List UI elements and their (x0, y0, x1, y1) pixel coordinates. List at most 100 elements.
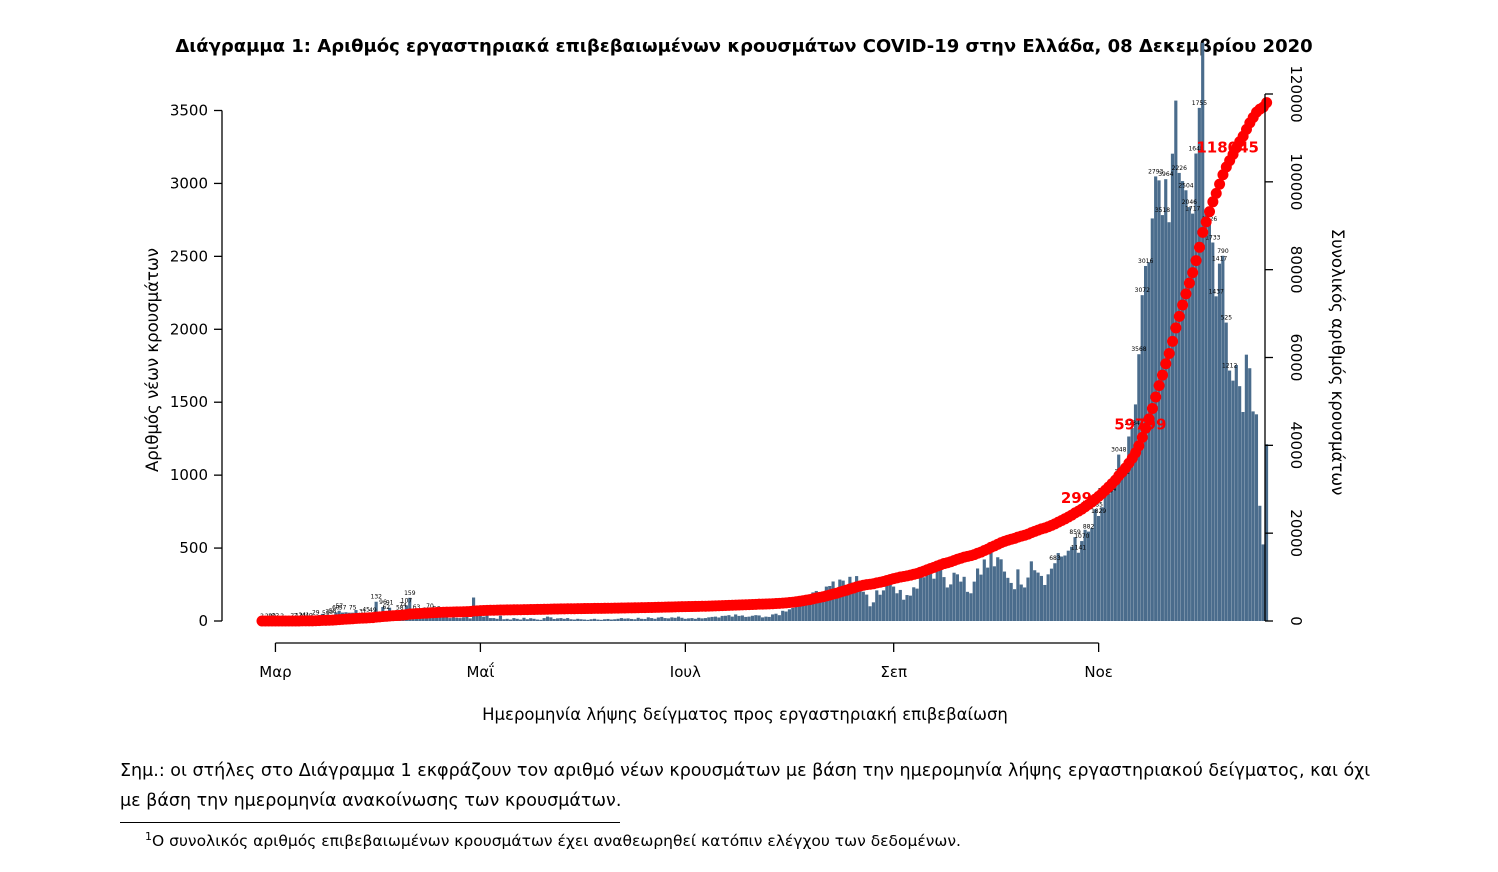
bar (1026, 577, 1030, 621)
footnote: 1Ο συνολικός αριθμός επιβεβαιωμένων κρου… (145, 830, 961, 850)
bar (1197, 107, 1201, 621)
bar (666, 618, 671, 621)
bar (986, 567, 990, 621)
bar (492, 618, 496, 621)
bar (1224, 322, 1228, 621)
cumulative-point (1167, 335, 1179, 347)
y-tick-label: 3500 (170, 102, 208, 120)
bar (707, 617, 711, 621)
bar (777, 615, 781, 621)
bar (478, 613, 482, 621)
bar (848, 576, 852, 621)
bar (1140, 295, 1144, 621)
bar-value-label: 1212 (1222, 363, 1237, 370)
bar (942, 577, 946, 621)
bar (431, 615, 435, 621)
bar (542, 618, 546, 621)
bar (374, 601, 378, 621)
bar (1046, 574, 1050, 621)
bar (458, 618, 462, 621)
bar (1093, 509, 1097, 621)
bar (1029, 561, 1033, 621)
bar-value-label: 1648 (1188, 146, 1203, 153)
bar (1006, 577, 1010, 621)
bar (1147, 262, 1151, 621)
bar (1117, 454, 1121, 621)
bar-value-label: 49 (369, 607, 377, 614)
bar (865, 594, 869, 621)
bar (1080, 541, 1084, 621)
bar (952, 572, 956, 621)
bar (636, 617, 640, 621)
bar (545, 616, 550, 621)
bar (972, 581, 976, 621)
bar (1123, 464, 1127, 621)
bars-layer (263, 42, 1269, 622)
bar (629, 618, 634, 621)
bar (441, 616, 445, 621)
footnote-marker: 1 (145, 830, 152, 843)
bar-value-label: 57 (335, 603, 343, 610)
y2-tick-label: 120000 (1287, 65, 1305, 122)
bar (609, 619, 613, 621)
bar (1228, 370, 1232, 621)
bar (535, 619, 539, 621)
bar (687, 618, 691, 621)
bar (1009, 582, 1013, 621)
bar (713, 616, 718, 621)
bar (939, 569, 943, 621)
bar (673, 617, 677, 621)
bar (1039, 575, 1043, 621)
bar (515, 618, 519, 621)
bar (979, 574, 983, 621)
bar-value-label: 107 (401, 597, 413, 604)
bar (461, 617, 466, 621)
bar (1133, 404, 1138, 621)
bar (572, 619, 576, 621)
y-tick-label: 1000 (170, 466, 208, 484)
bar (902, 599, 906, 621)
bar (851, 582, 855, 621)
bar (670, 617, 674, 621)
bar (925, 564, 929, 621)
bar (875, 590, 879, 621)
bar (999, 559, 1003, 621)
bar (592, 618, 597, 621)
bar (693, 618, 697, 621)
bar (475, 615, 479, 621)
bar (1248, 368, 1252, 621)
cumulative-point (1204, 206, 1216, 218)
bar (892, 586, 896, 621)
bar-value-label: 525 (1221, 315, 1233, 322)
bar (922, 577, 926, 621)
x-axis-title: Ημερομηνία λήψης δείγματος προς εργαστηρ… (482, 705, 1008, 724)
cumulative-label: 59799 (1114, 415, 1166, 433)
bar (730, 616, 734, 621)
bar (955, 574, 959, 621)
y2-axis-title: Συνολικός αριθμός κρουσμάτων (1328, 229, 1347, 496)
bar (844, 585, 849, 621)
bar (596, 619, 600, 621)
bar-value-label: 57 (339, 605, 347, 612)
bar (858, 587, 862, 621)
cumulative-point (1210, 187, 1222, 199)
bar (498, 615, 503, 621)
bar-value-label: 3016 (1138, 258, 1153, 265)
bar (898, 589, 902, 621)
bar (1120, 476, 1124, 621)
bar (1096, 515, 1101, 621)
bar (660, 616, 664, 621)
bar (1127, 436, 1131, 621)
footnote-text: Ο συνολικός αριθμός επιβεβαιωμένων κρουσ… (152, 832, 961, 851)
bar (908, 595, 912, 621)
bar (740, 615, 744, 621)
cumulative-point (1183, 277, 1195, 289)
bar (1258, 505, 1262, 621)
bar (724, 615, 728, 621)
cumulative-point (1150, 391, 1162, 403)
bar (1241, 411, 1245, 621)
bar (895, 593, 899, 621)
bar (976, 568, 980, 621)
bar-value-label: 2793 (1148, 168, 1163, 175)
bar-value-label: 63 (413, 604, 421, 611)
